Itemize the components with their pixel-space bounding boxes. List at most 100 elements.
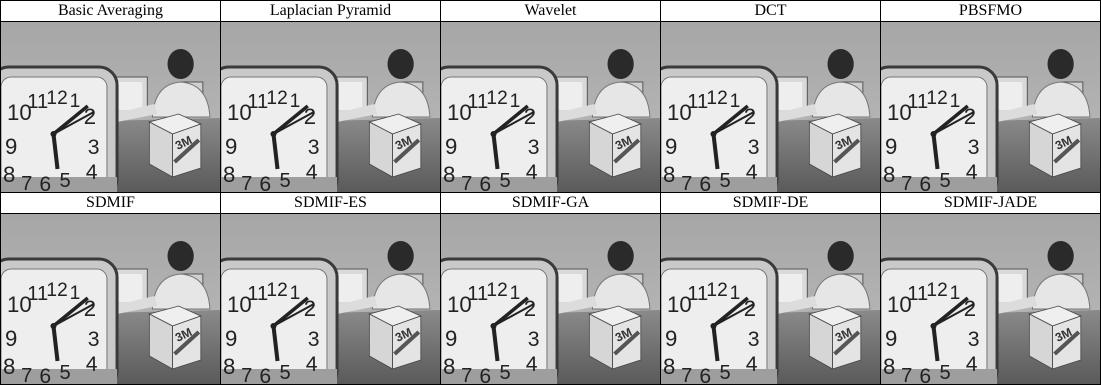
clock-numeral: 2: [964, 104, 976, 129]
clock-numeral: 12: [266, 280, 287, 301]
fused-image-cell: 10 11 12 1 2 9 3 8 7 6 5 4 3M: [0, 21, 221, 193]
clock-numeral: 12: [266, 88, 287, 109]
clock-numeral: 11: [687, 91, 708, 113]
clock-numeral: 7: [901, 365, 912, 384]
clock-numeral: 9: [5, 134, 17, 159]
clock-numeral: 5: [720, 170, 731, 192]
clock-numeral: 2: [744, 104, 756, 129]
clock-numeral: 5: [940, 170, 951, 192]
clock-numeral: 4: [966, 353, 978, 376]
box-logo: 3M: [393, 133, 414, 153]
clock-numeral: 1: [950, 91, 961, 112]
caption-row: SDMIF SDMIF-ES SDMIF-GA SDMIF-DE SDMIF-JADE: [0, 192, 1101, 214]
clock-numeral: 6: [479, 365, 491, 384]
clock-numeral: 4: [966, 161, 978, 184]
fused-image-cell: 10 11 12 1 2 9 3 8 7 6 5 4 3M: [0, 213, 221, 385]
clock-numeral: 6: [39, 173, 51, 192]
clock-numeral: 7: [21, 365, 32, 384]
clock-numeral: 6: [259, 173, 271, 192]
clock-numeral: 5: [940, 362, 951, 384]
clock-numeral: 9: [665, 134, 677, 159]
clock-numeral: 3: [748, 328, 760, 351]
clock-numeral: 6: [699, 365, 711, 384]
clock-numeral: 6: [259, 365, 271, 384]
clock-numeral: 1: [70, 283, 81, 304]
box-logo: 3M: [613, 133, 634, 153]
clock-numeral: 1: [950, 283, 961, 304]
method-caption: SDMIF-GA: [440, 192, 661, 214]
clock-numeral: 2: [304, 296, 316, 321]
clock-numeral: 3: [968, 136, 980, 159]
box-logo: 3M: [393, 325, 414, 345]
clock-numeral: 10: [887, 100, 912, 125]
method-caption: Wavelet: [440, 0, 661, 22]
clock-numeral: 9: [445, 326, 457, 351]
clock-numeral: 9: [5, 326, 17, 351]
clock-numeral: 8: [883, 162, 895, 187]
clock-numeral: 3: [528, 136, 540, 159]
clock-numeral: 11: [907, 283, 928, 305]
clock-numeral: 1: [510, 91, 521, 112]
clock-numeral: 4: [306, 161, 318, 184]
clock-numeral: 12: [706, 88, 727, 109]
clock-numeral: 10: [447, 292, 472, 317]
clock-numeral: 9: [665, 326, 677, 351]
clock-numeral: 10: [7, 100, 32, 125]
clock-numeral: 10: [7, 292, 32, 317]
caption-row: Basic Averaging Laplacian Pyramid Wavelet D…: [0, 0, 1101, 22]
box-logo: 3M: [173, 133, 194, 153]
box-logo: 3M: [1053, 133, 1074, 153]
fused-image-cell: 10 11 12 1 2 9 3 8 7 6 5 4 3M: [880, 21, 1101, 193]
clock-numeral: 4: [746, 353, 758, 376]
clock-numeral: 2: [744, 296, 756, 321]
clock-numeral: 9: [225, 134, 237, 159]
fused-image-cell: 10 11 12 1 2 9 3 8 7 6 5 4 3M: [660, 213, 881, 385]
clock-numeral: 12: [46, 280, 67, 301]
clock-numeral: 7: [681, 365, 692, 384]
clock-numeral: 10: [227, 100, 252, 125]
clock-numeral: 2: [964, 296, 976, 321]
clock-numeral: 8: [3, 162, 15, 187]
box-logo: 3M: [613, 325, 634, 345]
method-caption: DCT: [660, 0, 881, 22]
clock-numeral: 10: [667, 100, 692, 125]
clock-numeral: 11: [907, 91, 928, 113]
clock-numeral: 11: [467, 91, 488, 113]
clock-numeral: 12: [706, 280, 727, 301]
clock-numeral: 8: [3, 354, 15, 379]
clock-numeral: 5: [60, 362, 71, 384]
clock-numeral: 7: [901, 173, 912, 192]
clock-numeral: 1: [730, 91, 741, 112]
clock-numeral: 5: [500, 362, 511, 384]
clock-numeral: 12: [46, 88, 67, 109]
clock-numeral: 7: [461, 173, 472, 192]
clock-numeral: 5: [60, 170, 71, 192]
clock-numeral: 3: [308, 136, 320, 159]
clock-numeral: 11: [247, 283, 268, 305]
clock-numeral: 6: [479, 173, 491, 192]
clock-numeral: 7: [461, 365, 472, 384]
clock-numeral: 1: [290, 91, 301, 112]
method-caption: SDMIF: [0, 192, 221, 214]
clock-numeral: 1: [290, 283, 301, 304]
fused-image-cell: 10 11 12 1 2 9 3 8 7 6 5 4 3M: [220, 21, 441, 193]
clock-numeral: 5: [280, 362, 291, 384]
clock-numeral: 7: [21, 173, 32, 192]
clock-numeral: 4: [86, 161, 98, 184]
clock-numeral: 6: [39, 365, 51, 384]
clock-numeral: 11: [467, 283, 488, 305]
clock-numeral: 2: [84, 296, 96, 321]
clock-numeral: 11: [27, 91, 48, 113]
clock-numeral: 10: [447, 100, 472, 125]
clock-numeral: 1: [70, 91, 81, 112]
fused-image-cell: 10 11 12 1 2 9 3 8 7 6 5 4 3M: [220, 213, 441, 385]
clock-numeral: 5: [720, 362, 731, 384]
